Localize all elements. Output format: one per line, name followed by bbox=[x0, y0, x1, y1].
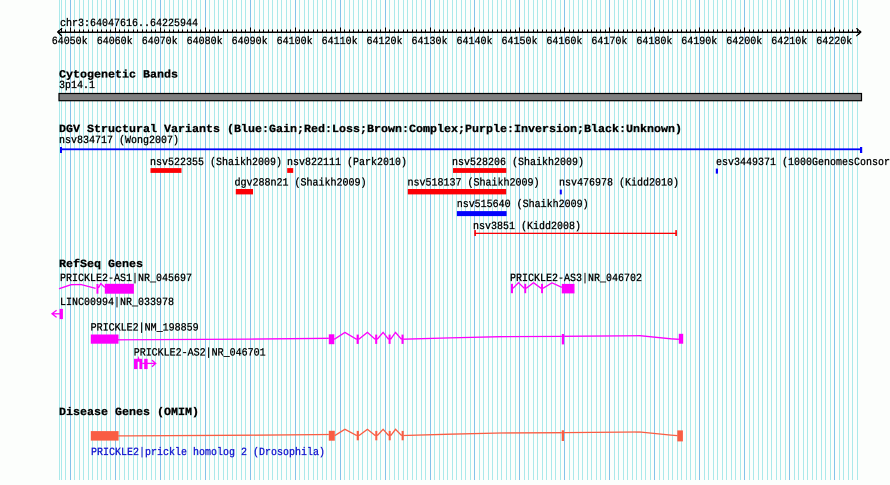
svg-text:Cytogenetic Bands: Cytogenetic Bands bbox=[59, 70, 178, 82]
svg-text:chr3:64047616..64225944: chr3:64047616..64225944 bbox=[60, 18, 198, 30]
svg-text:nsv3851 (Kidd2008): nsv3851 (Kidd2008) bbox=[473, 221, 581, 233]
svg-text:64220k: 64220k bbox=[816, 36, 852, 48]
svg-text:PRICKLE2-AS1|NR_045697: PRICKLE2-AS1|NR_045697 bbox=[60, 273, 192, 285]
svg-text:64210k: 64210k bbox=[771, 36, 807, 48]
svg-text:DGV Structural Variants (Blue:: DGV Structural Variants (Blue:Gain;Red:L… bbox=[59, 124, 682, 136]
svg-text:PRICKLE2|prickle homolog 2 (Dr: PRICKLE2|prickle homolog 2 (Drosophila) bbox=[91, 447, 325, 459]
svg-text:Disease Genes (OMIM): Disease Genes (OMIM) bbox=[59, 407, 199, 419]
svg-text:RefSeq Genes: RefSeq Genes bbox=[59, 258, 143, 271]
svg-text:nsv515640 (Shaikh2009): nsv515640 (Shaikh2009) bbox=[457, 199, 589, 211]
svg-text:64140k: 64140k bbox=[457, 36, 493, 48]
svg-text:64120k: 64120k bbox=[367, 36, 403, 48]
svg-text:PRICKLE2-AS3|NR_046702: PRICKLE2-AS3|NR_046702 bbox=[510, 273, 642, 285]
svg-text:64060k: 64060k bbox=[97, 36, 133, 48]
svg-text:64180k: 64180k bbox=[636, 36, 672, 48]
svg-text:64100k: 64100k bbox=[277, 36, 313, 48]
svg-text:dgv288n21 (Shaikh2009): dgv288n21 (Shaikh2009) bbox=[235, 178, 367, 190]
svg-text:64080k: 64080k bbox=[187, 36, 223, 48]
svg-text:64050k: 64050k bbox=[52, 36, 88, 48]
svg-text:64070k: 64070k bbox=[142, 36, 178, 48]
svg-text:LINC00994|NR_033978: LINC00994|NR_033978 bbox=[60, 297, 174, 309]
svg-text:nsv822111 (Park2010): nsv822111 (Park2010) bbox=[287, 157, 407, 169]
svg-text:esv3449371 (1000GenomesConsort: esv3449371 (1000GenomesConsort bbox=[716, 157, 890, 169]
svg-text:64160k: 64160k bbox=[546, 36, 582, 48]
svg-text:nsv518137 (Shaikh2009): nsv518137 (Shaikh2009) bbox=[408, 178, 540, 190]
svg-text:64090k: 64090k bbox=[232, 36, 268, 48]
svg-text:nsv834717 (Wong2007): nsv834717 (Wong2007) bbox=[59, 135, 179, 147]
svg-text:64130k: 64130k bbox=[412, 36, 448, 48]
svg-text:3p14.1: 3p14.1 bbox=[59, 80, 95, 92]
svg-text:64200k: 64200k bbox=[726, 36, 762, 48]
svg-text:PRICKLE2-AS2|NR_046701: PRICKLE2-AS2|NR_046701 bbox=[134, 348, 266, 360]
svg-text:64190k: 64190k bbox=[681, 36, 717, 48]
svg-text:64110k: 64110k bbox=[322, 36, 358, 48]
svg-text:PRICKLE2|NM_198859: PRICKLE2|NM_198859 bbox=[91, 323, 199, 335]
svg-text:64150k: 64150k bbox=[502, 36, 538, 48]
svg-text:nsv522355 (Shaikh2009): nsv522355 (Shaikh2009) bbox=[150, 157, 282, 169]
svg-text:nsv476978 (Kidd2010): nsv476978 (Kidd2010) bbox=[559, 178, 679, 190]
svg-text:64170k: 64170k bbox=[591, 36, 627, 48]
svg-text:nsv528206 (Shaikh2009): nsv528206 (Shaikh2009) bbox=[452, 157, 584, 169]
